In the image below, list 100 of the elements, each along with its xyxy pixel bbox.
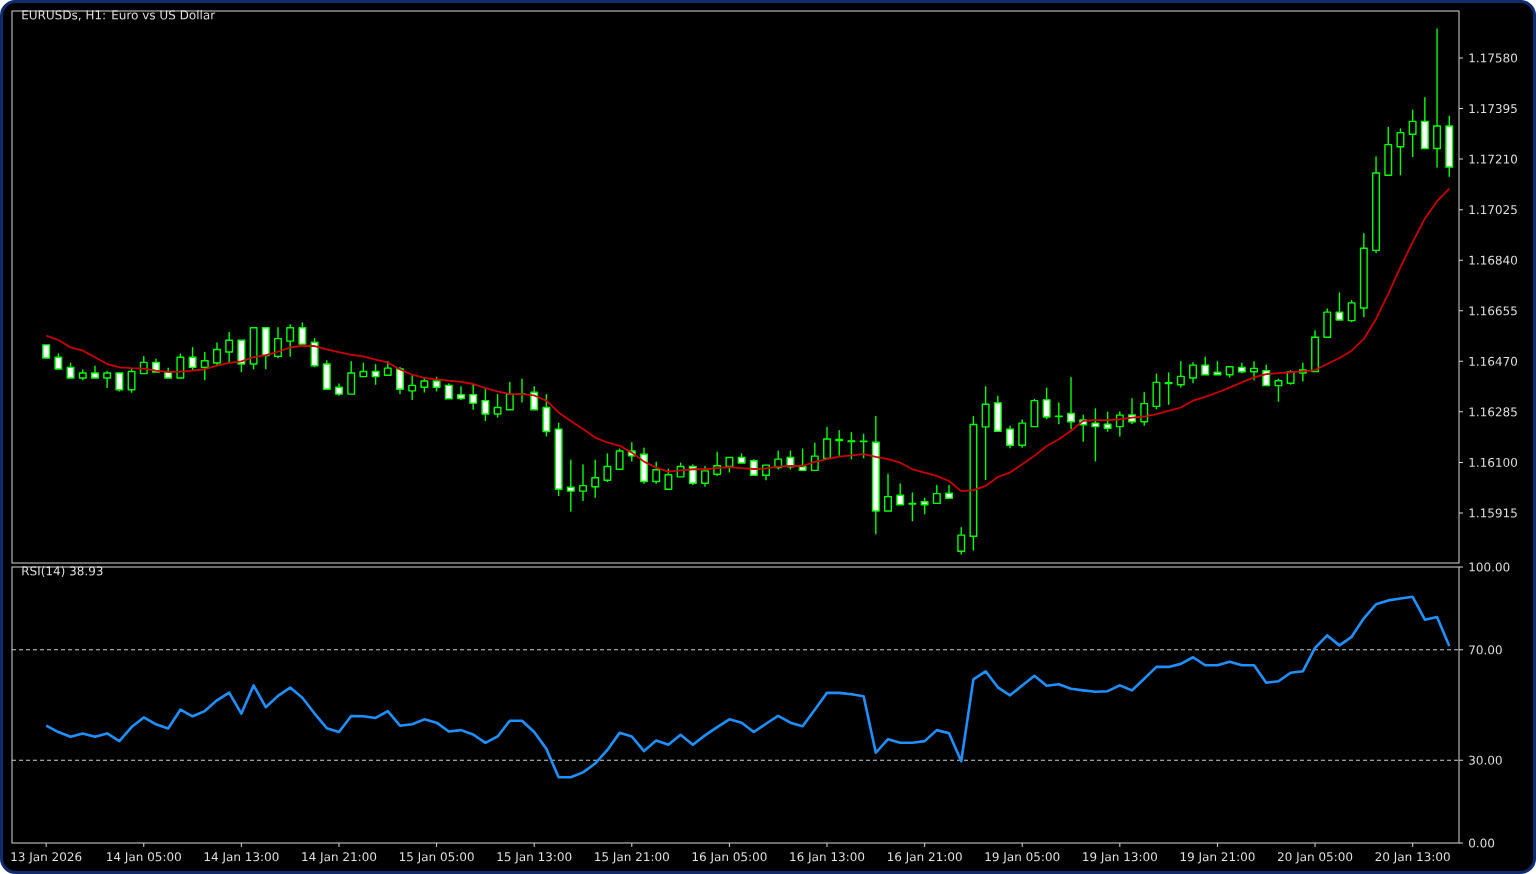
candlestick [1030,398,1039,428]
candlestick [1311,330,1320,373]
candlestick [1067,376,1076,430]
x-tick-label: 15 Jan 21:00 [595,852,669,864]
candlestick [737,453,746,464]
candlestick [1347,299,1356,323]
candlestick [554,422,563,497]
candlestick [981,386,990,481]
candlestick [383,360,392,376]
y-tick-label: 1.17210 [1469,154,1518,164]
y-tick-label: 1.16655 [1469,306,1517,316]
chart-title: EURUSDs, H1: Euro vs US Dollar [22,10,216,21]
candlestick [579,464,587,502]
y-tick-label: 100.00 [1469,562,1510,572]
candlestick [298,322,307,348]
candlestick [127,369,136,394]
candlestick [652,461,661,485]
x-tick-label: 16 Jan 13:00 [790,852,865,864]
candlestick [701,465,709,488]
candlestick [395,366,404,395]
candlestick [664,468,673,490]
candlestick [310,337,319,369]
y-tick-label: 30.00 [1469,755,1502,765]
y-tick-label: 1.17395 [1469,104,1517,114]
candlestick [1152,373,1161,410]
candlestick [457,386,465,401]
chart-title: RSI(14) 38.93 [22,566,103,577]
candlestick [871,415,880,535]
y-tick-label: 0.00 [1469,838,1495,848]
candlestick [1006,425,1015,449]
candlestick [322,360,331,390]
candlestick [1201,356,1210,376]
candlestick [884,473,893,512]
line-series [44,595,1451,779]
y-tick-label: 1.16100 [1469,457,1518,467]
candlestick [1176,360,1185,389]
x-tick-label: 20 Jan 13:00 [1375,852,1450,864]
candlestick [90,365,99,379]
x-tick-label: 15 Jan 05:00 [399,852,474,864]
candlestick [603,453,612,483]
candlestick [188,346,197,371]
candlestick [78,369,87,381]
candlestick [1335,292,1344,321]
y-tick-label: 1.16470 [1469,356,1518,366]
candlestick [1250,360,1259,381]
x-tick-label: 13 Jan 2026 [11,852,82,864]
candlestick [249,327,258,370]
candlestick [103,370,112,389]
x-tick-label: 16 Jan 05:00 [692,852,767,864]
candlestick [420,377,429,394]
x-tick-label: 20 Jan 05:00 [1277,852,1353,864]
candlestick [237,339,246,373]
candlestick [1018,419,1027,449]
candlestick [823,426,832,460]
candlestick [469,384,478,411]
candlestick [481,389,490,422]
candlestick [591,459,600,499]
y-tick-label: 1.16285 [1469,407,1517,417]
candlestick [640,447,648,485]
candlestick [1372,156,1381,254]
x-tick-label: 15 Jan 13:00 [497,852,572,864]
candlestick [261,327,270,370]
candlestick [993,395,1002,432]
candlestick [615,448,624,470]
candlestick [1237,362,1246,375]
candlestick [432,376,441,393]
candlestick [1103,411,1112,433]
candlestick [896,483,905,506]
candlestick [115,372,124,393]
x-tick-label: 19 Jan 05:00 [985,852,1060,864]
y-tick-label: 1.17025 [1469,205,1517,215]
candlestick [1420,96,1429,150]
candlestick [176,353,185,379]
candlestick [54,353,63,370]
candlestick [932,484,941,505]
y-tick-label: 70.00 [1469,645,1502,655]
candlestick [1042,387,1051,420]
candlestick [945,484,954,499]
candlestick [66,362,75,379]
candlestick [444,383,453,400]
x-tick-label: 16 Jan 21:00 [887,852,962,864]
candlestick [334,383,343,397]
candlestick [1359,233,1368,319]
candlestick [225,331,234,364]
candlestick [1396,128,1405,176]
x-tick-label: 14 Jan 21:00 [302,852,377,864]
candlestick [42,344,51,359]
line-series [45,187,1451,493]
x-tick-label: 14 Jan 05:00 [107,852,181,864]
candlestick [408,375,417,401]
candlestick [1054,402,1063,425]
candlestick [359,362,368,378]
candlestick [1225,366,1234,379]
candlestick [1323,308,1332,338]
candlestick [542,393,551,438]
y-tick-label: 1.16840 [1469,255,1518,265]
x-tick-label: 19 Jan 13:00 [1083,852,1158,864]
y-tick-label: 1.15915 [1469,508,1517,518]
candlestick [1408,109,1417,158]
candlestick [1384,126,1393,176]
